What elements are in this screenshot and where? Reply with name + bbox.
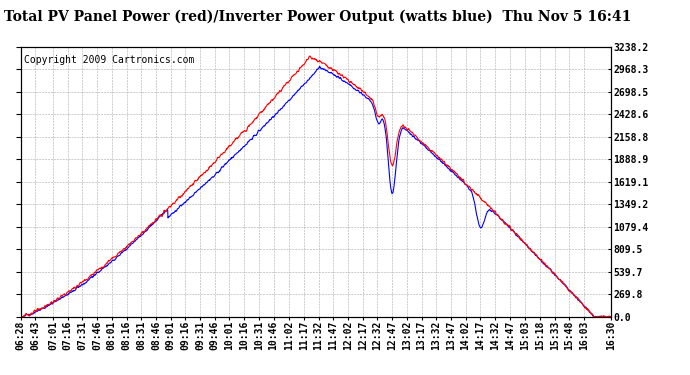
- Text: Copyright 2009 Cartronics.com: Copyright 2009 Cartronics.com: [23, 55, 194, 65]
- Text: Total PV Panel Power (red)/Inverter Power Output (watts blue)  Thu Nov 5 16:41: Total PV Panel Power (red)/Inverter Powe…: [3, 9, 631, 24]
